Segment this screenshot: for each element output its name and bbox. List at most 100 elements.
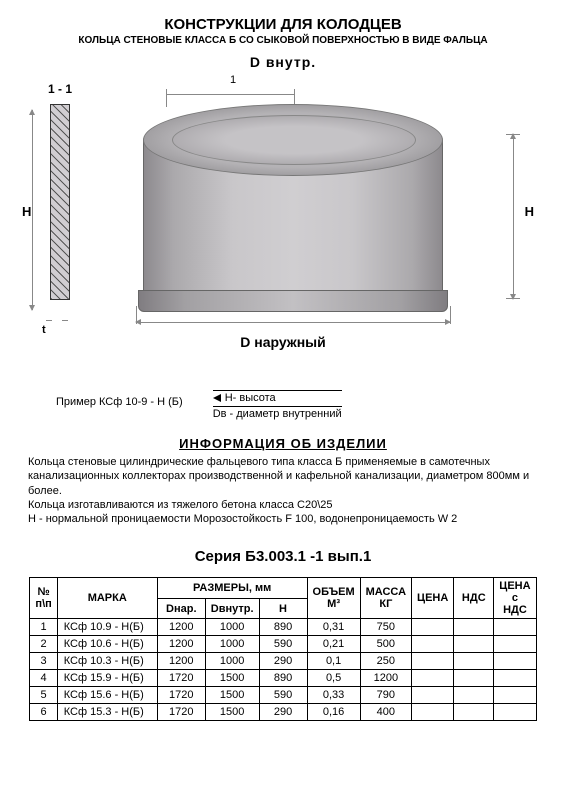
cell-n: 3: [30, 653, 57, 670]
page-subtitle: КОЛЬЦА СТЕНОВЫЕ КЛАССА Б СО СЫКОВОЙ ПОВЕ…: [8, 35, 558, 46]
cell-vol: 0,31: [307, 619, 360, 636]
table-row: 5КСф 15.6 - Н(Б)172015005900,33790: [30, 687, 536, 704]
info-p2: Кольца изготавливаются из тяжелого бетон…: [28, 498, 548, 512]
section-label: 1 - 1: [48, 82, 72, 96]
dim-tick: [506, 298, 520, 299]
ring-inner: [172, 115, 416, 165]
cell-n: 2: [30, 636, 57, 653]
cell-marka: КСф 15.6 - Н(Б): [57, 687, 157, 704]
t-arrow: [62, 320, 68, 321]
cell-n: 5: [30, 687, 57, 704]
example-line1: H- высота: [213, 390, 342, 404]
th-dnar: Dнар.: [157, 598, 205, 619]
cell-marka: КСф 10.9 - Н(Б): [57, 619, 157, 636]
cell-mass: 1200: [360, 670, 411, 687]
example-line2: Dв - диаметр внутренний: [213, 406, 342, 420]
cell-vol: 0,33: [307, 687, 360, 704]
cell-n: 4: [30, 670, 57, 687]
th-price-nds: ЦЕНА с НДС: [494, 578, 536, 619]
cell-mass: 500: [360, 636, 411, 653]
th-nds: НДС: [454, 578, 494, 619]
example-block: Пример КСф 10-9 - Н (Б) H- высота Dв - д…: [8, 390, 558, 420]
cell-price-nds: [494, 653, 536, 670]
info-body: Кольца стеновые цилиндрические фальцевог…: [28, 455, 548, 526]
th-marka: МАРКА: [57, 578, 157, 619]
cell-h: 290: [259, 653, 307, 670]
h-label-left: H: [22, 204, 31, 219]
cell-nds: [454, 653, 494, 670]
cell-h: 590: [259, 687, 307, 704]
cell-mass: 250: [360, 653, 411, 670]
cell-price: [412, 670, 454, 687]
spec-table: № п\п МАРКА РАЗМЕРЫ, мм ОБЪЕМ М³ МАССА К…: [29, 577, 536, 721]
cell-price-nds: [494, 636, 536, 653]
series-label: Серия Б3.003.1 -1 вып.1: [8, 548, 558, 565]
table-header-row-1: № п\п МАРКА РАЗМЕРЫ, мм ОБЪЕМ М³ МАССА К…: [30, 578, 536, 599]
table-head: № п\п МАРКА РАЗМЕРЫ, мм ОБЪЕМ М³ МАССА К…: [30, 578, 536, 619]
cell-h: 290: [259, 704, 307, 721]
ring-top: [143, 104, 443, 176]
dim-one-label: 1: [230, 74, 236, 86]
cell-price: [412, 704, 454, 721]
cell-nds: [454, 636, 494, 653]
cell-nds: [454, 670, 494, 687]
cell-h: 590: [259, 636, 307, 653]
cell-nds: [454, 687, 494, 704]
table-body: 1КСф 10.9 - Н(Б)120010008900,317502КСф 1…: [30, 619, 536, 721]
cell-price-nds: [494, 687, 536, 704]
cell-dnar: 1720: [157, 670, 205, 687]
cell-marka: КСф 10.3 - Н(Б): [57, 653, 157, 670]
cell-dnar: 1200: [157, 619, 205, 636]
cell-price: [412, 653, 454, 670]
dim-tick: [506, 134, 520, 135]
cell-mass: 400: [360, 704, 411, 721]
dim-arrow-h-left: [32, 110, 33, 310]
ring-drawing: [138, 104, 448, 312]
cell-nds: [454, 704, 494, 721]
cell-price-nds: [494, 619, 536, 636]
ring-base: [138, 290, 448, 312]
cell-price-nds: [494, 670, 536, 687]
diagram-area: 1 - 1 H t 1 H D наружный: [8, 74, 558, 374]
dim-arrow-top: [166, 94, 294, 95]
info-p3: Н - нормальной проницаемости Морозостойк…: [28, 512, 548, 526]
cell-dvnutr: 1000: [205, 636, 259, 653]
cell-mass: 750: [360, 619, 411, 636]
cell-marka: КСф 15.3 - Н(Б): [57, 704, 157, 721]
cell-mass: 790: [360, 687, 411, 704]
cell-price: [412, 619, 454, 636]
info-p1: Кольца стеновые цилиндрические фальцевог…: [28, 455, 548, 498]
page-title: КОНСТРУКЦИИ ДЛЯ КОЛОДЦЕВ: [8, 16, 558, 33]
h-label-right: H: [525, 204, 534, 219]
cell-h: 890: [259, 670, 307, 687]
table-row: 3КСф 10.3 - Н(Б)120010002900,1250: [30, 653, 536, 670]
cell-dnar: 1200: [157, 636, 205, 653]
cell-price: [412, 636, 454, 653]
cell-price-nds: [494, 704, 536, 721]
cell-dvnutr: 1500: [205, 704, 259, 721]
th-n: № п\п: [30, 578, 57, 619]
table-row: 6КСф 15.3 - Н(Б)172015002900,16400: [30, 704, 536, 721]
example-prefix: Пример КСф 10-9 - Н (Б): [56, 390, 183, 420]
cell-dvnutr: 1500: [205, 687, 259, 704]
cell-dvnutr: 1500: [205, 670, 259, 687]
cell-dnar: 1200: [157, 653, 205, 670]
section-view: [48, 104, 72, 314]
table-row: 4КСф 15.9 - Н(Б)172015008900,51200: [30, 670, 536, 687]
info-title: ИНФОРМАЦИЯ ОБ ИЗДЕЛИИ: [8, 436, 558, 451]
cell-vol: 0,1: [307, 653, 360, 670]
cell-price: [412, 687, 454, 704]
dim-arrow-d-outer: [136, 322, 450, 323]
cell-vol: 0,5: [307, 670, 360, 687]
cell-n: 1: [30, 619, 57, 636]
cell-marka: КСф 15.9 - Н(Б): [57, 670, 157, 687]
th-razmery: РАЗМЕРЫ, мм: [157, 578, 307, 599]
t-arrow: [46, 320, 52, 321]
cell-dnar: 1720: [157, 687, 205, 704]
d-inner-label: D внутр.: [8, 54, 558, 70]
cell-n: 6: [30, 704, 57, 721]
cell-vol: 0,21: [307, 636, 360, 653]
cell-h: 890: [259, 619, 307, 636]
th-dvnutr: Dвнутр.: [205, 598, 259, 619]
th-price: ЦЕНА: [412, 578, 454, 619]
